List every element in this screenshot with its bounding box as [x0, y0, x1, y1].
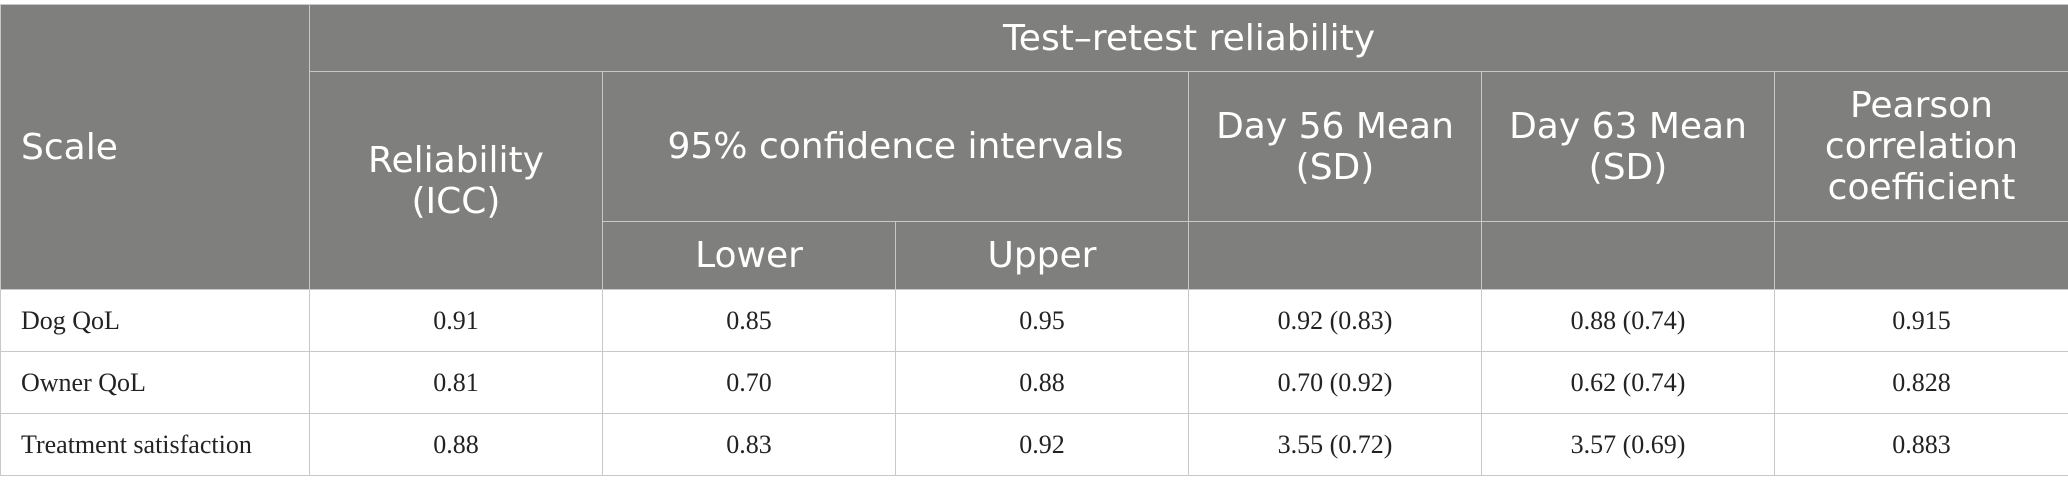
header-test-retest: Test–retest reliability	[308, 4, 2068, 72]
header-day56-label: Day 56 Mean (SD)	[1216, 105, 1454, 188]
table-row: Treatment satisfaction 0.88 0.83 0.92 3.…	[0, 413, 2068, 476]
header-blank-pearson	[1773, 221, 2068, 290]
header-lower: Lower	[602, 221, 896, 290]
cell-icc: 0.81	[309, 351, 603, 414]
cell-scale: Dog QoL	[0, 289, 310, 352]
table-row: Dog QoL 0.91 0.85 0.95 0.92 (0.83) 0.88 …	[0, 289, 2068, 352]
header-upper: Upper	[895, 221, 1189, 290]
cell-icc: 0.91	[309, 289, 603, 352]
cell-day63: 0.88 (0.74)	[1481, 289, 1775, 352]
cell-pearson: 0.828	[1773, 351, 2068, 414]
cell-day56: 0.70 (0.92)	[1188, 351, 1482, 414]
header-day56: Day 56 Mean (SD)	[1188, 71, 1482, 222]
header-reliability-icc: Reliability (ICC)	[309, 71, 603, 290]
header-pearson-label: Pearson correlation coefficient	[1824, 85, 2019, 208]
table-header: Scale Test–retest reliability Reliabilit…	[0, 4, 2068, 290]
reliability-table-wrapper: Scale Test–retest reliability Reliabilit…	[0, 4, 2068, 476]
cell-upper: 0.88	[895, 351, 1189, 414]
header-scale: Scale	[0, 4, 310, 290]
cell-pearson: 0.915	[1773, 289, 2068, 352]
cell-icc: 0.88	[309, 413, 603, 476]
table-body: Dog QoL 0.91 0.85 0.95 0.92 (0.83) 0.88 …	[0, 289, 2068, 476]
cell-scale: Treatment satisfaction	[0, 413, 310, 476]
test-retest-table: Scale Test–retest reliability Reliabilit…	[0, 4, 2068, 476]
cell-scale: Owner QoL	[0, 351, 310, 414]
cell-day63: 3.57 (0.69)	[1481, 413, 1775, 476]
cell-day56: 0.92 (0.83)	[1188, 289, 1482, 352]
cell-day56: 3.55 (0.72)	[1188, 413, 1482, 476]
header-blank-day63	[1481, 221, 1775, 290]
header-reliability-label: Reliability (ICC)	[368, 139, 544, 222]
cell-lower: 0.70	[602, 351, 896, 414]
cell-upper: 0.95	[895, 289, 1189, 352]
header-day63: Day 63 Mean (SD)	[1481, 71, 1775, 222]
header-day63-label: Day 63 Mean (SD)	[1509, 105, 1747, 188]
cell-lower: 0.85	[602, 289, 896, 352]
table-row: Owner QoL 0.81 0.70 0.88 0.70 (0.92) 0.6…	[0, 351, 2068, 414]
cell-upper: 0.92	[895, 413, 1189, 476]
cell-lower: 0.83	[602, 413, 896, 476]
header-pearson: Pearson correlation coefficient	[1773, 71, 2068, 222]
cell-pearson: 0.883	[1773, 413, 2068, 476]
cell-day63: 0.62 (0.74)	[1481, 351, 1775, 414]
header-blank-day56	[1188, 221, 1482, 290]
header-confidence-intervals: 95% confidence intervals	[602, 71, 1189, 222]
